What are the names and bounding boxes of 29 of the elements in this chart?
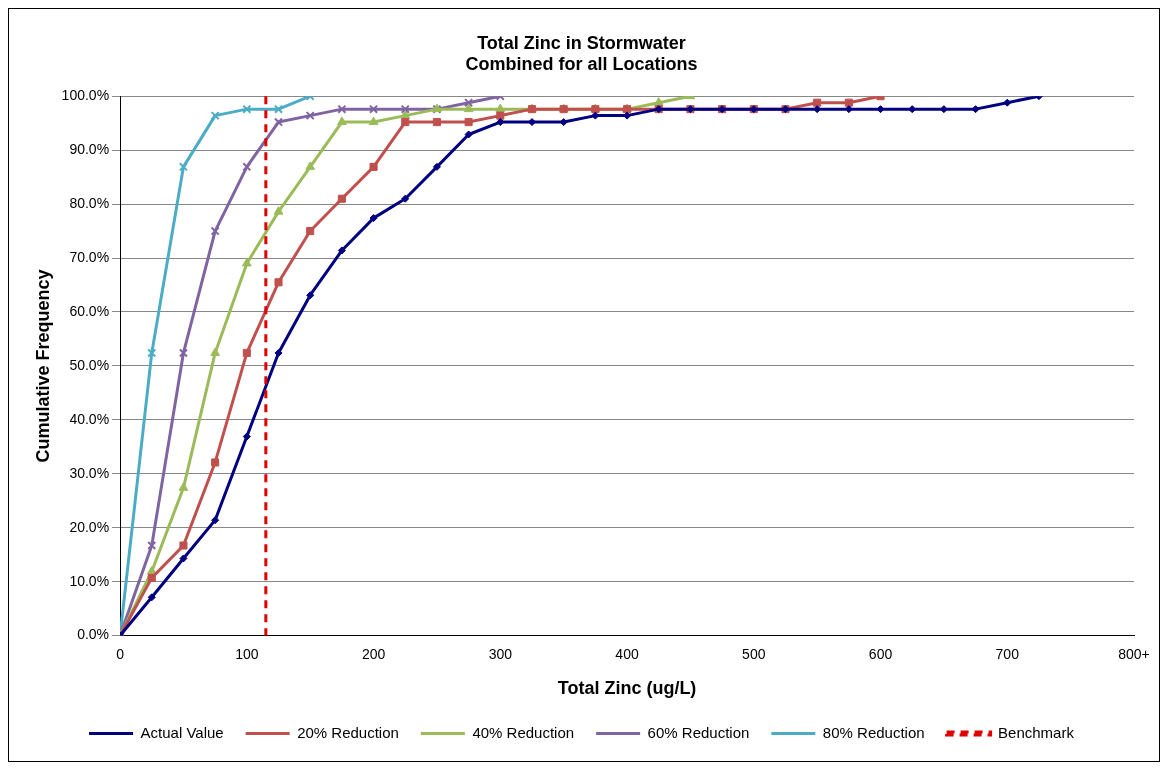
x-tick-label: 800+ — [1118, 645, 1150, 662]
y-tick-label: 20.0% — [69, 518, 110, 535]
x-axis-title: Total Zinc (ug/L) — [557, 678, 697, 699]
x-tick-label: 400 — [615, 645, 639, 662]
y-tick-label: 90.0% — [69, 141, 110, 157]
y-tick-label: 60.0% — [69, 302, 110, 319]
x-tick-label: 0 — [116, 645, 125, 662]
legend-label: Actual Value — [140, 723, 224, 741]
x-tick-label: 200 — [361, 645, 386, 662]
y-tick-label: 70.0% — [69, 248, 110, 265]
y-tick-label: 10.0% — [69, 572, 110, 589]
legend-label: 80% Reduction — [822, 723, 925, 741]
x-tick-label: 700 — [995, 645, 1020, 662]
legend-label: 60% Reduction — [647, 723, 750, 741]
x-tick-label: 100 — [235, 645, 259, 662]
x-tick-label: 500 — [742, 645, 766, 662]
chart-title: Total Zinc in Stormwater Combined for all Locations — [465, 32, 698, 75]
x-tick-label: 600 — [868, 645, 893, 662]
legend-label: 40% Reduction — [472, 723, 575, 741]
y-tick-label: 40.0% — [69, 410, 110, 427]
x-tick-label: 300 — [488, 645, 513, 662]
y-tick-label: 80.0% — [69, 194, 110, 211]
legend-label: 20% Reduction — [297, 723, 399, 741]
y-tick-label: 50.0% — [69, 356, 110, 373]
y-axis-title: Cumulative Frequency — [32, 269, 53, 463]
y-tick-label: 30.0% — [69, 464, 110, 481]
legend-label: Benchmark — [998, 723, 1075, 741]
y-tick-label: 0.0% — [77, 626, 110, 643]
y-tick-label: 100.0% — [61, 87, 110, 104]
